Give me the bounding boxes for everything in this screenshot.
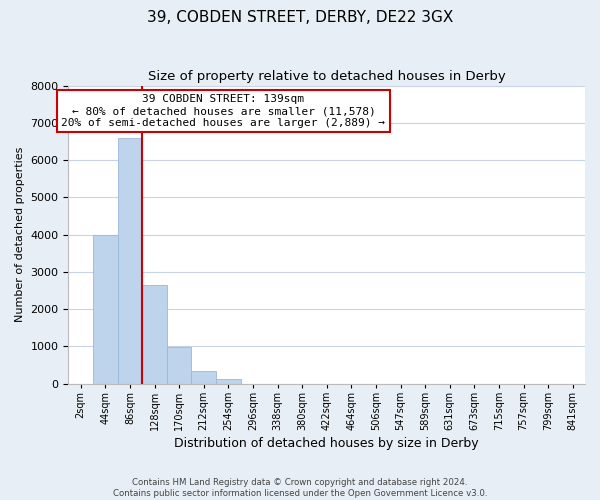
X-axis label: Distribution of detached houses by size in Derby: Distribution of detached houses by size … [175, 437, 479, 450]
Y-axis label: Number of detached properties: Number of detached properties [15, 147, 25, 322]
Bar [191, 372, 216, 384]
Text: 39, COBDEN STREET, DERBY, DE22 3GX: 39, COBDEN STREET, DERBY, DE22 3GX [147, 10, 453, 25]
Bar [118, 138, 142, 384]
Bar [167, 348, 191, 384]
Text: 39 COBDEN STREET: 139sqm
← 80% of detached houses are smaller (11,578)
20% of se: 39 COBDEN STREET: 139sqm ← 80% of detach… [61, 94, 385, 128]
Bar [142, 285, 167, 384]
Title: Size of property relative to detached houses in Derby: Size of property relative to detached ho… [148, 70, 506, 83]
Bar [93, 234, 118, 384]
Bar [216, 379, 241, 384]
Text: Contains HM Land Registry data © Crown copyright and database right 2024.
Contai: Contains HM Land Registry data © Crown c… [113, 478, 487, 498]
